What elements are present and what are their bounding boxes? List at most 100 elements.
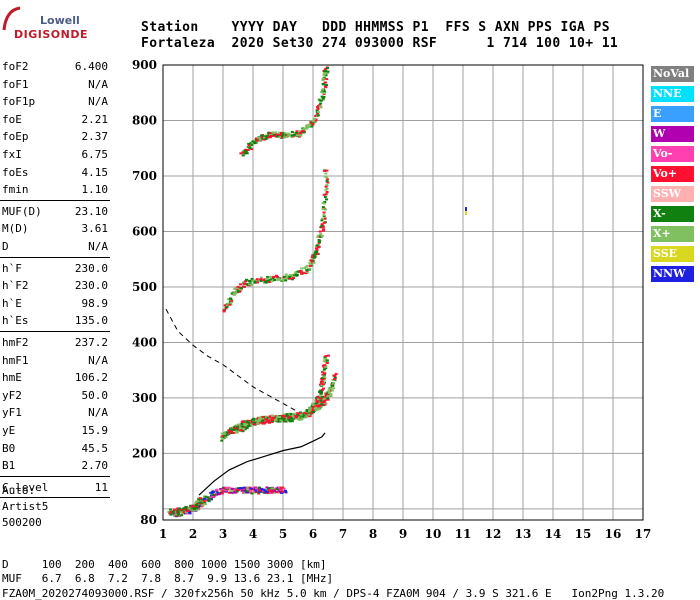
echo-point xyxy=(230,489,234,492)
footer-file-info: FZA0M_2020274093000.RSF / 320fx256h 50 k… xyxy=(2,587,665,600)
echo-point xyxy=(321,383,325,386)
echo-point xyxy=(221,488,225,491)
echo-point xyxy=(235,288,239,291)
param-value: N/A xyxy=(88,240,108,253)
param-value: 2.70 xyxy=(81,459,109,473)
echo-point xyxy=(259,279,263,282)
echo-point xyxy=(233,428,237,431)
echo-point xyxy=(285,135,289,138)
echo-point xyxy=(262,491,266,494)
echo-point xyxy=(323,70,327,73)
echo-point xyxy=(256,417,260,420)
echo-point xyxy=(268,490,272,493)
echo-point xyxy=(321,79,325,82)
echo-point xyxy=(299,133,303,136)
echo-point xyxy=(314,402,318,405)
echo-point xyxy=(299,413,303,416)
echo-point xyxy=(253,281,257,284)
echo-point xyxy=(267,419,271,422)
y-tick-label: 80 xyxy=(140,513,157,527)
echo-point xyxy=(317,407,321,410)
echo-point xyxy=(243,149,247,152)
echo-point xyxy=(315,400,319,403)
echo-point xyxy=(177,514,181,517)
echo-point xyxy=(252,279,256,282)
echo-point xyxy=(281,414,285,417)
echo-point xyxy=(248,147,252,150)
param-name: foEs xyxy=(2,165,29,179)
param-value: 45.5 xyxy=(81,441,109,455)
echo-point xyxy=(290,417,294,420)
header-row-2: Fortaleza 2020 Set30 274 093000 RSF 1 71… xyxy=(141,36,619,51)
echo-point xyxy=(202,499,206,502)
echo-point xyxy=(281,490,285,493)
echo-point xyxy=(277,486,281,489)
param-value: 135.0 xyxy=(74,314,108,328)
echo-point xyxy=(320,389,324,392)
param-row: foF2 6.400 xyxy=(2,60,108,74)
echo-point xyxy=(281,132,285,135)
param-row: foF1 N/A xyxy=(2,78,108,92)
echo-point xyxy=(315,244,319,247)
echo-point xyxy=(258,416,262,419)
echo-point xyxy=(307,412,311,415)
param-name: foEp xyxy=(2,130,29,144)
echo-point xyxy=(247,420,251,423)
echo-point xyxy=(276,276,280,279)
echo-point xyxy=(272,275,276,278)
echo-point xyxy=(195,500,199,503)
param-value: 6.75 xyxy=(81,148,109,161)
echo-point xyxy=(317,241,321,244)
echo-point xyxy=(266,134,270,137)
echo-point xyxy=(329,393,333,396)
x-tick-label: 5 xyxy=(279,527,287,541)
echo-point xyxy=(304,272,308,275)
echo-point xyxy=(260,276,264,279)
echo-point xyxy=(227,486,231,489)
echo-point xyxy=(306,124,310,127)
echo-point xyxy=(285,413,289,416)
echo-point xyxy=(262,281,266,284)
echo-point xyxy=(255,139,259,142)
echo-point xyxy=(290,273,294,276)
echo-point xyxy=(221,435,225,438)
echo-point xyxy=(316,112,320,115)
logo-arc-icon xyxy=(2,6,21,31)
echo-point xyxy=(317,240,321,243)
echo-point xyxy=(313,407,317,410)
echo-point xyxy=(233,288,237,291)
echo-point xyxy=(260,134,264,137)
echo-point xyxy=(220,492,224,495)
echo-point xyxy=(191,504,195,507)
echo-point xyxy=(243,152,247,155)
echo-point xyxy=(323,364,327,367)
param-row: MUF(D) 23.10 xyxy=(2,205,108,219)
echo-point xyxy=(300,131,304,134)
legend-item-x-: X+ xyxy=(651,226,694,242)
echo-point xyxy=(284,418,288,421)
echo-point xyxy=(263,489,267,492)
echo-point xyxy=(317,398,321,401)
echo-point xyxy=(321,378,325,381)
echo-point xyxy=(262,422,266,425)
echo-point xyxy=(291,277,295,280)
echo-point xyxy=(318,402,322,405)
echo-point xyxy=(323,196,327,199)
param-row: foEs 4.15 xyxy=(2,166,108,180)
echo-point xyxy=(194,507,198,510)
echo-point xyxy=(272,491,276,494)
echo-point xyxy=(324,86,328,89)
echo-point xyxy=(237,286,241,289)
echo-point xyxy=(300,416,304,419)
echo-point xyxy=(254,488,258,491)
echo-point xyxy=(322,193,326,196)
echo-point xyxy=(276,133,280,136)
echo-point xyxy=(235,426,239,429)
echo-point xyxy=(316,395,320,398)
x-tick-label: 7 xyxy=(339,527,347,541)
echo-point xyxy=(182,511,186,514)
y-tick-label: 200 xyxy=(132,446,157,460)
echo-point xyxy=(316,252,320,255)
param-name: yF1 xyxy=(2,406,22,420)
echo-point xyxy=(265,486,269,489)
